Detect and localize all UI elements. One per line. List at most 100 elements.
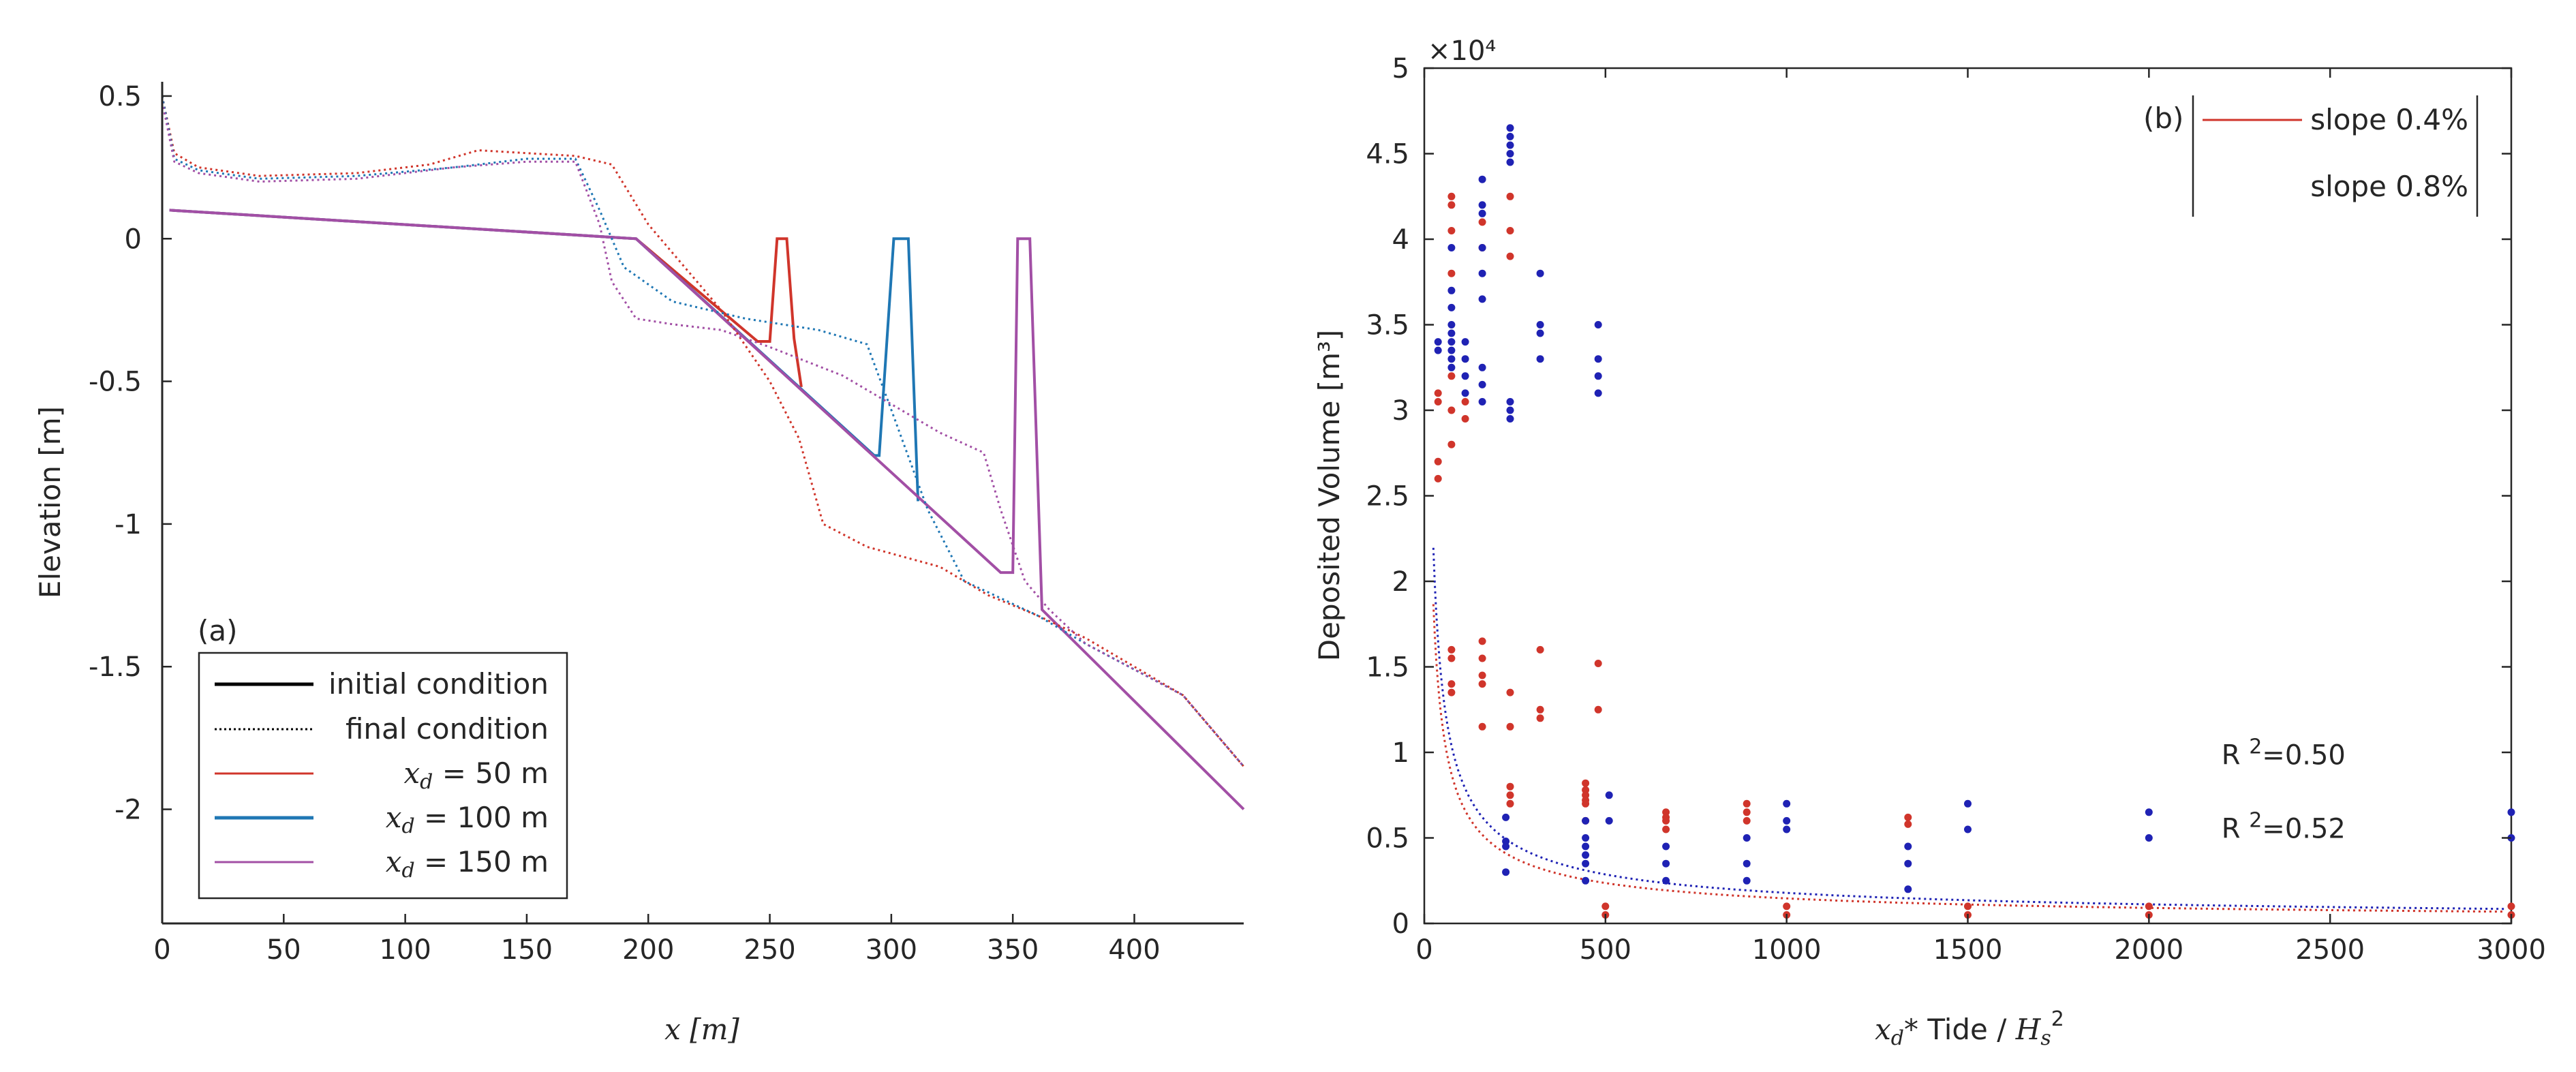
legend-item-final-condition: final condition: [215, 712, 549, 746]
panel-b-point-s0-28: [1506, 722, 1514, 731]
panel-a-x-tick-label-400: 400: [1108, 934, 1160, 966]
panel-a-x-tick-label-50: 50: [266, 934, 301, 966]
panel-b-y-tick-label-2: 1: [1392, 737, 1409, 769]
panel-a-tag: (a): [198, 614, 238, 647]
legend-label-final: final condition: [346, 712, 549, 746]
panel-b-point-s1-31: [1506, 415, 1514, 423]
panel-b-point-s1-2: [1447, 244, 1456, 251]
panel-a-x-axis-title: x [m]: [664, 1013, 739, 1046]
panel-b-point-s1-14: [1461, 389, 1469, 397]
legend-label-initial: initial condition: [328, 667, 549, 701]
panel-b-point-s1-50: [1605, 791, 1613, 799]
panel-b-point-s1-54: [1662, 876, 1670, 885]
panel-a-legend-items: initial condition final condition xd = 5…: [215, 667, 549, 883]
panel-a-y-tick-label-1: 0: [125, 224, 142, 255]
panel-b-point-s1-64: [1964, 799, 1972, 808]
panel-b-point-s1-25: [1506, 132, 1514, 140]
panel-b-point-s0-10: [1447, 440, 1456, 448]
panel-b-point-s1-7: [1447, 338, 1456, 346]
panel-b-point-s1-61: [1904, 842, 1912, 851]
panel-b-point-s0-56: [1964, 902, 1972, 910]
panel-a-series-layer: [161, 95, 1245, 810]
panel-a-x-tick-label-300: 300: [865, 934, 917, 966]
panel-b-point-s1-55: [1743, 834, 1751, 842]
panel-b-fit-curves: [1432, 547, 2504, 913]
panel-b-point-s0-54: [1904, 813, 1912, 821]
panel-b-point-s1-29: [1506, 398, 1514, 405]
panel-a-series-2: [169, 209, 1245, 810]
panel-b-point-s1-57: [1743, 876, 1751, 885]
panel-b-point-s1-5: [1447, 321, 1456, 328]
panel-b-point-s0-13: [1447, 654, 1456, 662]
panel-b-point-s0-9: [1447, 406, 1456, 414]
panel-b-point-s0-8: [1447, 372, 1456, 380]
panel-a-x-tick-label-200: 200: [622, 934, 674, 966]
panel-b-point-s0-1: [1434, 457, 1442, 465]
panel-b-point-s1-18: [1478, 244, 1486, 251]
panel-b-point-s0-48: [1662, 825, 1670, 833]
panel-b-point-s1-23: [1478, 398, 1486, 405]
panel-a-legend-box: [198, 652, 568, 900]
panel-b-point-s0-30: [1506, 791, 1514, 799]
panel-b-y-tick-label-7: 3.5: [1366, 310, 1409, 341]
panel-b-point-s0-39: [1582, 799, 1590, 808]
panel-b-point-s1-37: [1536, 321, 1544, 328]
panel-b-point-s1-0: [1434, 338, 1442, 346]
panel-a-x-tick-label-150: 150: [501, 934, 553, 966]
panel-b-x-tick-label-500: 500: [1580, 934, 1631, 966]
panel-b-point-s1-20: [1478, 295, 1486, 303]
panel-b-point-s1-41: [1582, 834, 1590, 842]
panel-b-point-s1-51: [1605, 816, 1613, 825]
panel-b-point-s0-51: [1743, 816, 1751, 825]
panel-b-point-s1-34: [1502, 842, 1510, 851]
legend-label-xd-100: xd = 100 m: [386, 801, 549, 838]
panel-a-y-ticks: 0.5 0 -0.5 -1 -1.5 -2: [89, 81, 172, 826]
panel-b-point-s0-41: [1594, 660, 1602, 667]
panel-b-point-s0-20: [1478, 654, 1486, 662]
panel-b-point-s1-38: [1536, 329, 1544, 337]
panel-b-points: [1434, 124, 2515, 919]
panel-b-point-s0-7: [1447, 269, 1456, 277]
panel-b-point-s1-12: [1461, 355, 1469, 363]
panel-b-x-axis-title: xd* Tide / Hs2: [1875, 1007, 2064, 1050]
panel-b-point-s1-32: [1502, 813, 1510, 821]
panel-b-point-s1-4: [1447, 303, 1456, 311]
panel-b-point-s1-58: [1783, 799, 1791, 808]
panel-b-point-s1-62: [1904, 859, 1912, 868]
panel-b-point-s1-22: [1478, 380, 1486, 388]
panel-b-point-s1-13: [1461, 372, 1469, 380]
panel-a-legend: (a) initial condition final condition xd…: [198, 614, 568, 900]
panel-b-point-s0-22: [1478, 680, 1486, 688]
panel-b-point-s0-6: [1447, 227, 1456, 234]
panel-b-point-s1-10: [1447, 363, 1456, 371]
panel-b-x-ticks: 0 500 1000 1500 2000 2500 3000: [1415, 68, 2546, 966]
panel-b-point-s1-6: [1447, 329, 1456, 337]
panel-b-point-s0-11: [1447, 688, 1456, 696]
panel-b-point-s0-35: [1582, 779, 1590, 787]
panel-b-point-s1-48: [1594, 372, 1602, 380]
panel-b-point-s1-52: [1662, 842, 1670, 851]
panel-a-series-4: [161, 95, 1245, 767]
panel-b-deposited-volume-chart: 0 500 1000 1500 2000 2500 3000 0 0.5 1 1.5 2 2.5 3 3.…: [1313, 35, 2546, 1050]
panel-b-point-s1-40: [1582, 816, 1590, 825]
panel-b-point-s0-12: [1447, 680, 1456, 688]
legend-item-xd-50: xd = 50 m: [215, 756, 549, 794]
panel-b-point-s1-68: [2507, 808, 2515, 816]
panel-b-point-s0-24: [1506, 192, 1514, 200]
panel-b-y-tick-label-0: 0: [1392, 908, 1409, 940]
panel-b-point-s1-27: [1506, 150, 1514, 157]
legend-item-xd-150: xd = 150 m: [215, 845, 549, 883]
panel-a-y-tick-label-2: -0.5: [89, 367, 142, 398]
panel-b-point-s1-9: [1447, 355, 1456, 363]
panel-a-y-tick-label-0: 0.5: [98, 81, 142, 112]
panel-b-tag: (b): [2143, 102, 2183, 135]
panel-b-point-s1-42: [1582, 842, 1590, 851]
panel-b-point-s0-3: [1434, 389, 1442, 397]
panel-b-point-s1-3: [1447, 286, 1456, 294]
panel-b-point-s1-63: [1904, 885, 1912, 893]
panel-b-point-s1-45: [1582, 876, 1590, 885]
panel-b-x-tick-label-2000: 2000: [2114, 934, 2183, 966]
panel-b-x-tick-label-0: 0: [1415, 934, 1432, 966]
panel-b-x-tick-label-1500: 1500: [1933, 934, 2003, 966]
panel-b-point-s0-2: [1434, 398, 1442, 405]
